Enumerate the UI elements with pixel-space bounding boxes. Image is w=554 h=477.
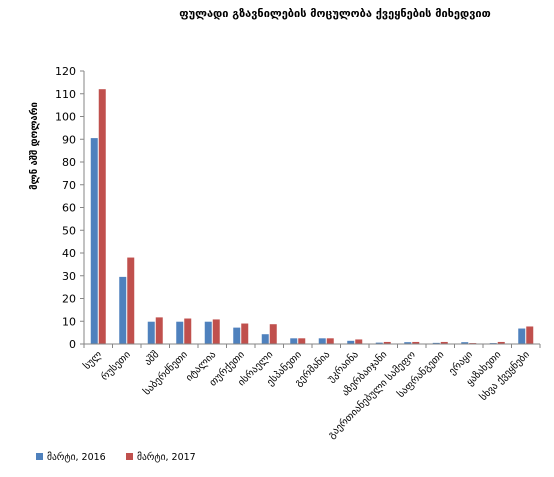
- bar: [375, 342, 383, 344]
- bar: [184, 318, 192, 344]
- bar: [318, 338, 326, 344]
- bar: [212, 319, 220, 344]
- y-tick-label: 20: [62, 293, 76, 306]
- bar: [147, 321, 155, 344]
- y-tick-label: 30: [62, 270, 76, 283]
- bar: [383, 341, 391, 344]
- bar: [326, 338, 334, 344]
- x-tick-label: ერაყი: [446, 349, 475, 378]
- chart-title: ფულადი გზავნილების მოცულობა ქვეყნების მი…: [179, 7, 490, 20]
- bar: [518, 328, 526, 344]
- y-tick-label: 100: [55, 111, 76, 124]
- legend: მარტი, 2016 მარტი, 2017: [36, 452, 196, 463]
- bar: [290, 338, 298, 344]
- legend-swatch: [126, 453, 133, 460]
- bar: [440, 341, 448, 344]
- bar: [412, 341, 420, 344]
- bar: [127, 257, 135, 344]
- bar: [298, 338, 306, 344]
- legend-label: მარტი, 2016: [47, 452, 106, 463]
- y-tick-label: 120: [55, 65, 76, 78]
- bar: [526, 326, 534, 344]
- bar: [355, 339, 363, 344]
- bar: [261, 334, 269, 344]
- x-tick-label: რუსეთი: [98, 349, 132, 383]
- legend-swatch: [36, 453, 43, 460]
- y-tick-label: 90: [62, 133, 76, 146]
- bar: [204, 321, 212, 344]
- bar: [155, 317, 163, 344]
- bar: [90, 138, 98, 344]
- bar: [98, 89, 106, 344]
- x-tick-label: აშშ: [142, 349, 161, 368]
- bar: [497, 341, 505, 344]
- y-tick-label: 110: [55, 88, 76, 101]
- bar: [347, 340, 355, 344]
- x-tick-label: სულ: [81, 348, 105, 372]
- legend-label: მარტი, 2017: [137, 452, 196, 463]
- y-axis: 0 10 20 30 40 50 60 70 80 90 100 110 120: [55, 65, 85, 351]
- bar: [233, 327, 241, 344]
- bar: [241, 323, 249, 344]
- bar: [119, 276, 127, 344]
- y-tick-label: 50: [62, 224, 76, 237]
- y-tick-label: 70: [62, 179, 76, 192]
- y-tick-label: 0: [69, 338, 76, 351]
- y-tick-label: 60: [62, 202, 76, 215]
- bar: [432, 342, 440, 344]
- bar: [461, 342, 469, 344]
- y-axis-label: მლნ აშშ დოლარი: [29, 102, 40, 190]
- y-tick-label: 80: [62, 156, 76, 169]
- bar: [176, 321, 184, 344]
- bar: [269, 324, 277, 344]
- y-tick-label: 40: [62, 247, 76, 260]
- bar: [404, 342, 412, 344]
- bars: [90, 89, 534, 344]
- x-tick-label: სხვა ქვეყნები: [477, 349, 531, 403]
- y-tick-label: 10: [62, 315, 76, 328]
